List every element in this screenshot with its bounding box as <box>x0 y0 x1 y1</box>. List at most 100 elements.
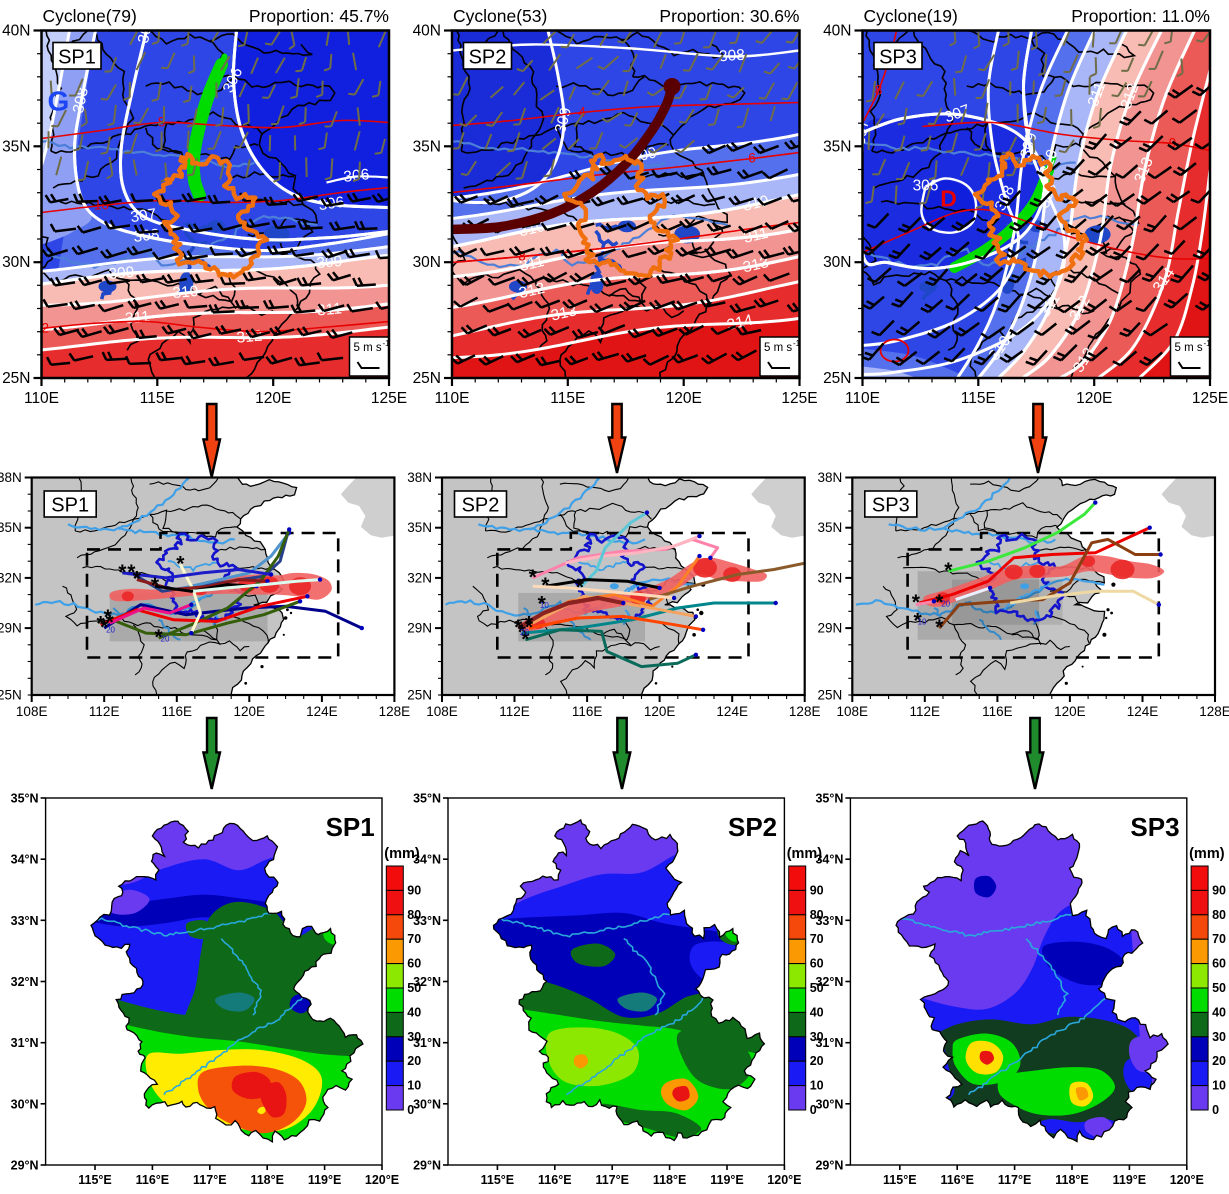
svg-text:20: 20 <box>941 599 950 608</box>
svg-text:(mm): (mm) <box>787 846 823 862</box>
svg-text:119°E: 119°E <box>710 1173 744 1187</box>
svg-text:307: 307 <box>851 118 872 146</box>
svg-text:29N: 29N <box>0 621 22 636</box>
svg-text:31°N: 31°N <box>413 1036 441 1050</box>
svg-text:*: * <box>525 613 534 636</box>
svg-text:32°N: 32°N <box>815 975 843 989</box>
svg-text:*: * <box>944 559 953 582</box>
svg-text:128E: 128E <box>379 704 411 719</box>
svg-text:40N: 40N <box>413 23 441 40</box>
svg-text:120E: 120E <box>255 390 291 407</box>
svg-text:307: 307 <box>129 206 157 226</box>
svg-text:60: 60 <box>407 957 421 971</box>
svg-text:29°N: 29°N <box>413 1159 441 1173</box>
svg-text:313: 313 <box>741 254 770 276</box>
svg-text:*: * <box>514 616 523 639</box>
svg-text:312: 312 <box>236 328 263 347</box>
svg-text:4: 4 <box>578 105 586 120</box>
svg-text:*: * <box>97 613 106 636</box>
svg-text:-1: -1 <box>793 339 801 348</box>
svg-text:90: 90 <box>407 883 421 897</box>
svg-text:306: 306 <box>913 178 939 195</box>
svg-text:SP2: SP2 <box>469 47 507 69</box>
svg-text:0: 0 <box>1212 1103 1219 1117</box>
svg-text:119°E: 119°E <box>1113 1173 1147 1187</box>
svg-text:80: 80 <box>1212 908 1226 922</box>
svg-text:32N: 32N <box>818 570 843 585</box>
svg-text:117°E: 117°E <box>193 1173 227 1187</box>
svg-text:30: 30 <box>407 1030 421 1044</box>
svg-text:112E: 112E <box>89 704 120 719</box>
svg-text:*: * <box>576 576 585 599</box>
svg-text:125E: 125E <box>1192 390 1228 407</box>
svg-text:*: * <box>127 561 136 584</box>
svg-text:*: * <box>521 628 530 651</box>
svg-text:120E: 120E <box>234 704 266 719</box>
svg-text:50: 50 <box>1212 981 1226 995</box>
svg-text:60: 60 <box>1212 957 1226 971</box>
svg-text:0: 0 <box>407 1103 414 1117</box>
svg-text:29°N: 29°N <box>11 1159 39 1173</box>
svg-text:8: 8 <box>518 249 526 264</box>
svg-text:Proportion: 45.7%: Proportion: 45.7% <box>249 6 389 26</box>
svg-text:*: * <box>529 566 538 589</box>
svg-text:5 m s: 5 m s <box>764 342 792 354</box>
svg-text:-1: -1 <box>1204 339 1212 348</box>
svg-text:30N: 30N <box>823 254 851 271</box>
svg-text:10: 10 <box>1212 1079 1226 1093</box>
svg-text:*: * <box>935 616 944 639</box>
svg-text:60: 60 <box>810 957 824 971</box>
svg-text:30N: 30N <box>413 254 441 271</box>
svg-text:112E: 112E <box>499 704 530 719</box>
svg-text:125E: 125E <box>781 390 817 407</box>
svg-text:25N: 25N <box>818 688 843 703</box>
svg-text:31°N: 31°N <box>11 1036 39 1050</box>
svg-text:6: 6 <box>748 151 756 166</box>
svg-text:*: * <box>525 616 534 639</box>
svg-text:108E: 108E <box>426 704 458 719</box>
svg-text:112E: 112E <box>910 704 941 719</box>
svg-text:115E: 115E <box>550 390 585 407</box>
svg-text:120°E: 120°E <box>767 1173 801 1187</box>
svg-text:50: 50 <box>810 981 824 995</box>
svg-text:306: 306 <box>343 166 371 186</box>
svg-text:32N: 32N <box>407 570 432 585</box>
svg-text:40: 40 <box>810 1005 824 1019</box>
svg-text:30°N: 30°N <box>11 1097 39 1111</box>
svg-text:*: * <box>155 626 164 649</box>
svg-text:32°N: 32°N <box>11 975 39 989</box>
svg-text:25N: 25N <box>2 370 30 387</box>
svg-text:110E: 110E <box>845 390 880 407</box>
svg-text:117°E: 117°E <box>998 1173 1032 1187</box>
svg-text:110E: 110E <box>24 390 59 407</box>
svg-text:35N: 35N <box>823 138 851 155</box>
svg-text:5 m s: 5 m s <box>1175 342 1203 354</box>
svg-text:SP1: SP1 <box>51 495 89 517</box>
svg-text:120E: 120E <box>666 390 702 407</box>
svg-text:50: 50 <box>407 981 421 995</box>
svg-text:*: * <box>106 611 115 634</box>
svg-text:30: 30 <box>1212 1030 1226 1044</box>
svg-text:120°E: 120°E <box>365 1173 399 1187</box>
svg-text:*: * <box>541 574 550 597</box>
svg-text:40: 40 <box>1212 1005 1226 1019</box>
svg-text:G: G <box>48 86 70 117</box>
svg-text:SP1: SP1 <box>58 47 96 69</box>
svg-text:118°E: 118°E <box>653 1173 687 1187</box>
svg-text:124E: 124E <box>716 704 748 719</box>
svg-text:Cyclone(53): Cyclone(53) <box>453 6 547 26</box>
svg-text:38N: 38N <box>0 470 22 485</box>
svg-text:SP3: SP3 <box>872 495 910 517</box>
svg-text:120E: 120E <box>644 704 676 719</box>
svg-text:70: 70 <box>810 932 824 946</box>
svg-text:128E: 128E <box>1199 704 1229 719</box>
svg-text:90: 90 <box>1212 883 1226 897</box>
svg-text:33°N: 33°N <box>413 914 441 928</box>
svg-text:117°E: 117°E <box>595 1173 629 1187</box>
svg-text:29N: 29N <box>407 621 432 636</box>
svg-text:35N: 35N <box>818 520 843 535</box>
svg-text:116°E: 116°E <box>538 1173 572 1187</box>
svg-text:25N: 25N <box>0 688 22 703</box>
svg-text:*: * <box>118 561 127 584</box>
svg-text:118°E: 118°E <box>1055 1173 1089 1187</box>
